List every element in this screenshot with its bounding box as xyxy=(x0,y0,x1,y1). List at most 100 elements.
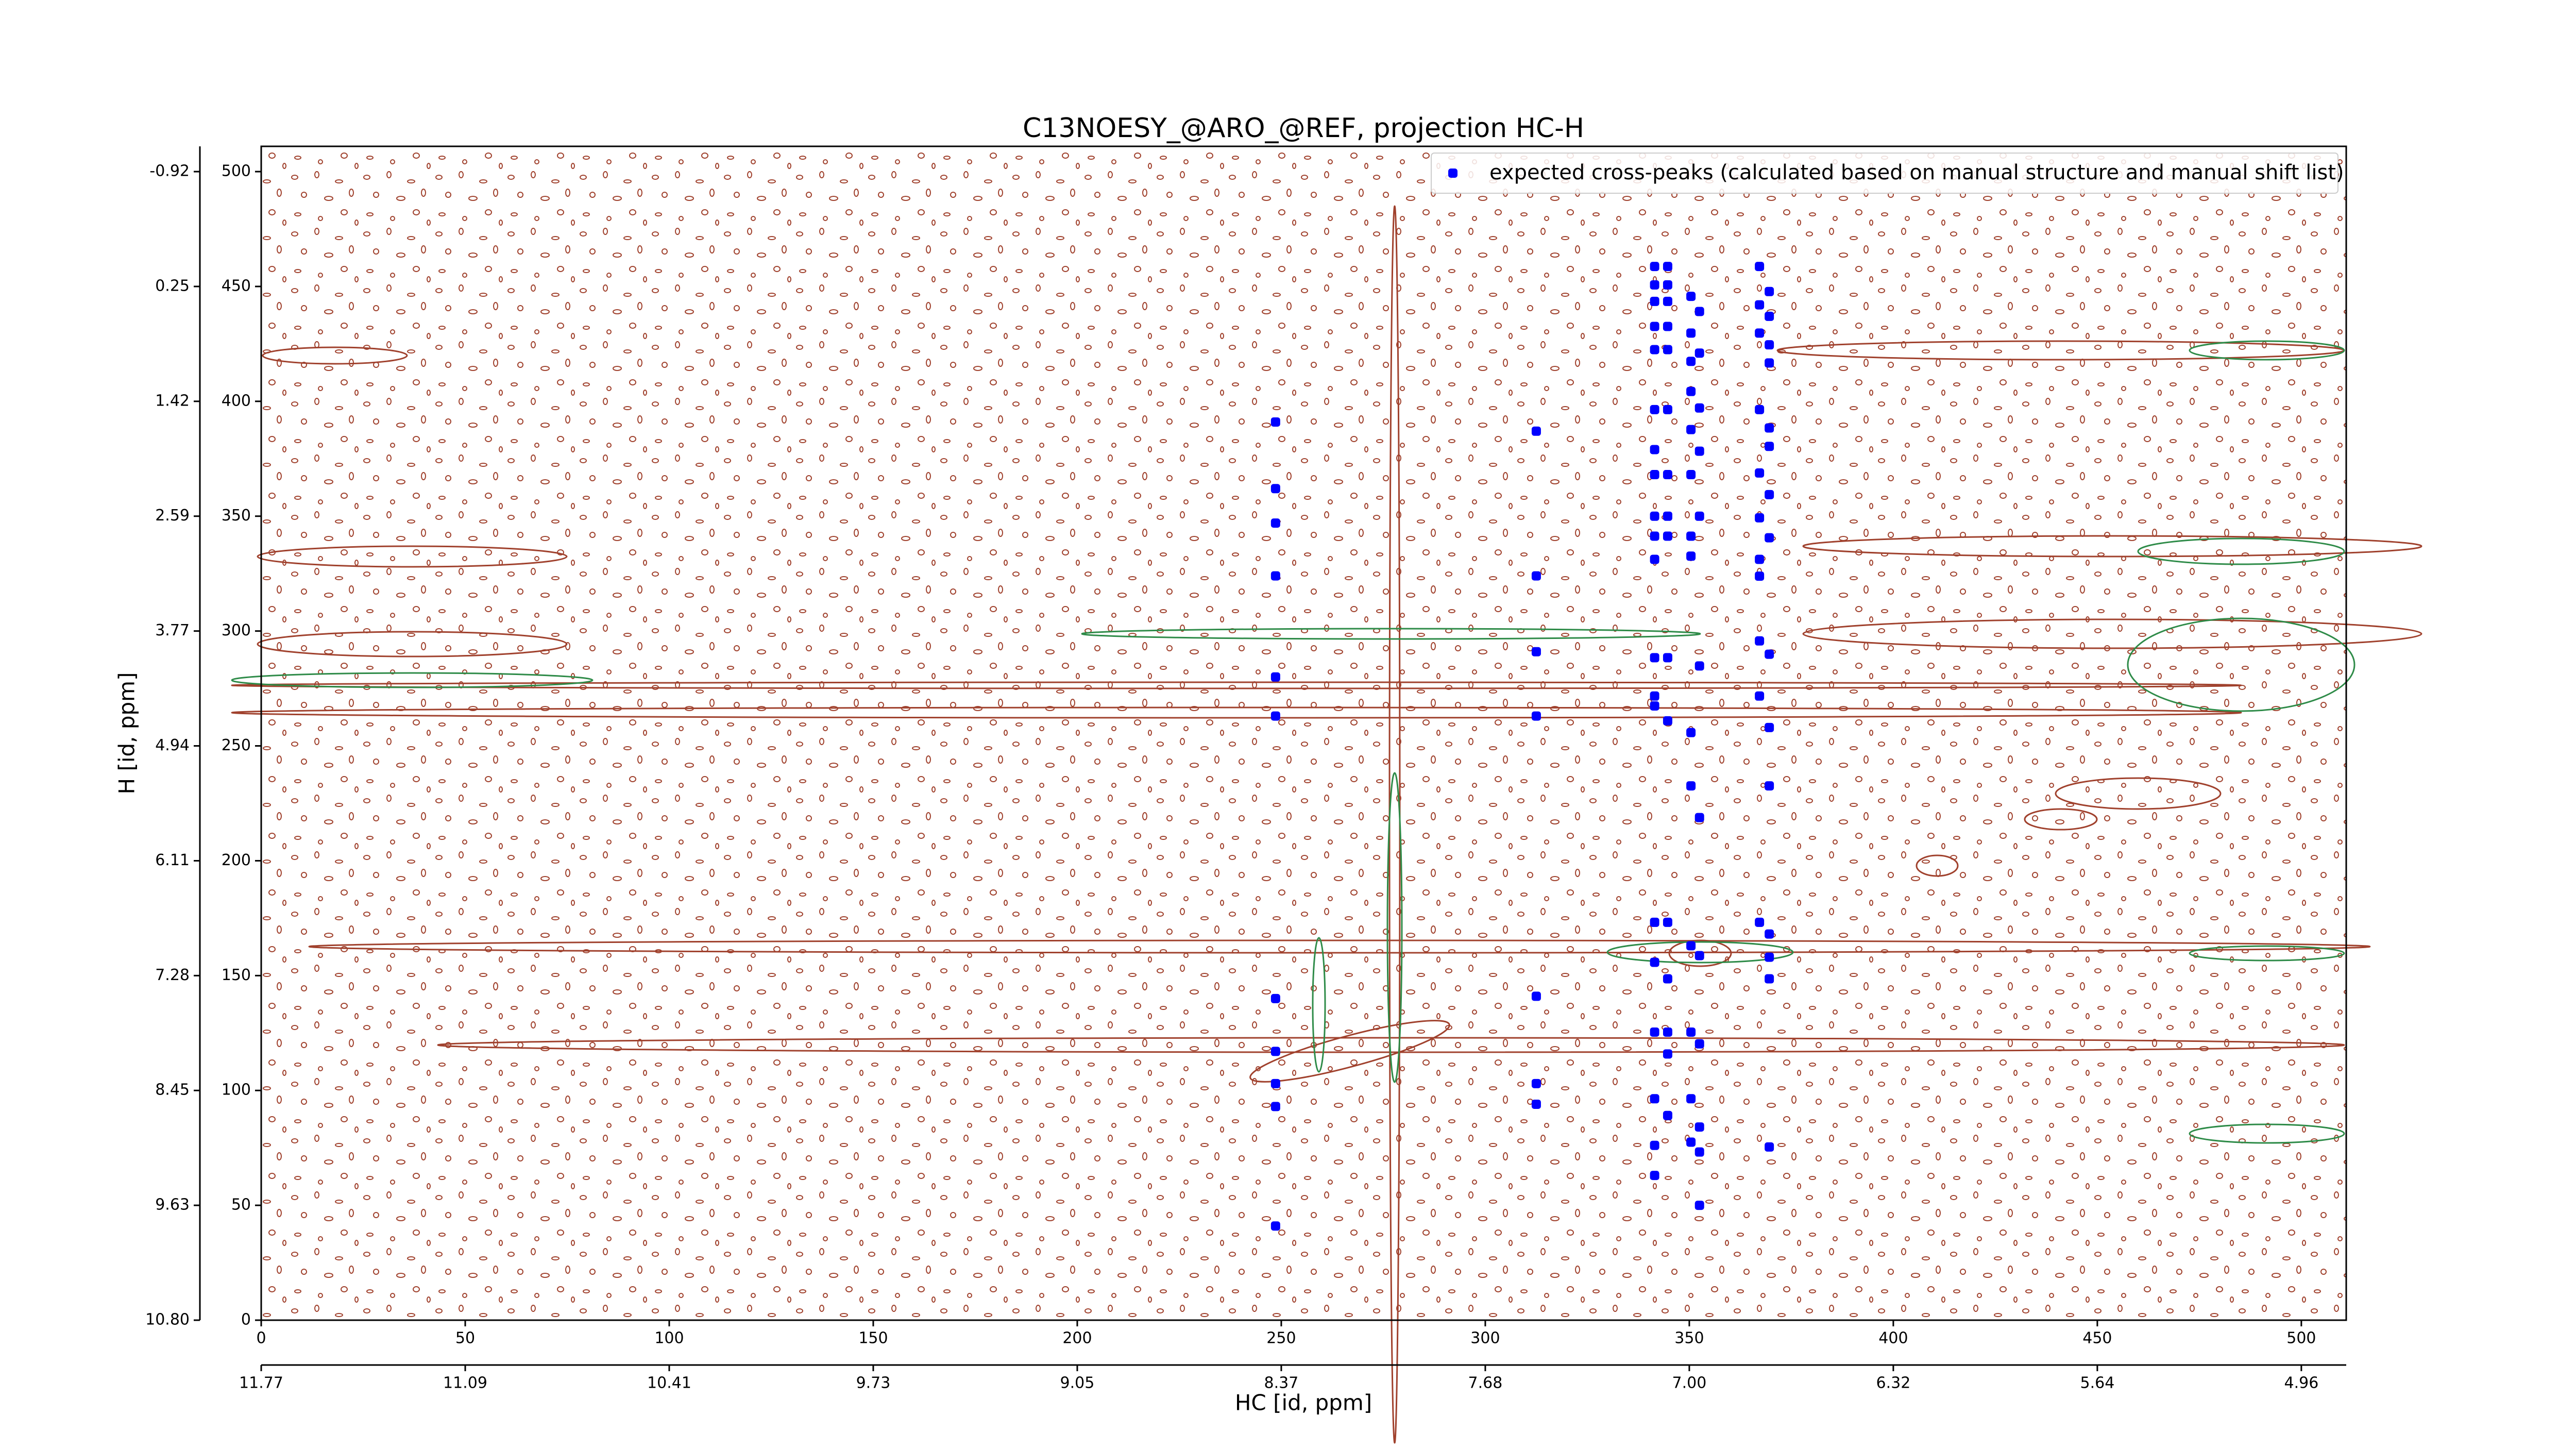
y-tick-label: 250 xyxy=(222,736,251,754)
x-tick-label: 50 xyxy=(455,1329,475,1347)
cross-peak-marker xyxy=(1270,417,1280,427)
cross-peak-marker xyxy=(1650,1027,1659,1037)
cross-peak-marker xyxy=(1755,300,1765,310)
y2-tick-label: 4.94 xyxy=(155,736,190,754)
cross-peak-marker xyxy=(1694,813,1704,822)
legend-label: expected cross-peaks (calculated based o… xyxy=(1489,161,2344,184)
cross-peak-marker xyxy=(1765,929,1774,939)
y-tick-label: 400 xyxy=(222,392,251,410)
cross-peak-marker xyxy=(1765,340,1774,350)
x2-tick-label: 9.05 xyxy=(1060,1374,1095,1392)
cross-peak-marker xyxy=(1663,974,1672,984)
cross-peak-marker xyxy=(1270,672,1280,682)
cross-peak-marker xyxy=(1765,649,1774,659)
cross-peak-marker xyxy=(1531,647,1541,656)
cross-peak-marker xyxy=(1694,1122,1704,1132)
cross-peak-marker xyxy=(1686,425,1696,434)
y-tick-label: 100 xyxy=(222,1081,251,1099)
cross-peak-marker xyxy=(1650,262,1659,272)
cross-peak-marker xyxy=(1663,653,1672,663)
cross-peak-marker xyxy=(1686,470,1696,480)
cross-peak-marker xyxy=(1531,1079,1541,1088)
cross-peak-marker xyxy=(1663,1110,1672,1120)
cross-peak-marker xyxy=(1765,781,1774,791)
x2-tick-label: 9.73 xyxy=(856,1374,891,1392)
cross-peak-marker xyxy=(1755,262,1765,272)
cross-peak-marker xyxy=(1755,636,1765,646)
cross-peak-marker xyxy=(1531,711,1541,721)
x2-tick-label: 11.09 xyxy=(443,1374,487,1392)
cross-peak-marker xyxy=(1270,484,1280,494)
y2-tick-label: 3.77 xyxy=(155,621,190,639)
y2-tick-label: 0.25 xyxy=(155,277,190,295)
cross-peak-marker xyxy=(1270,1221,1280,1231)
cross-peak-marker xyxy=(1663,1049,1672,1059)
y2-tick-label: 8.45 xyxy=(155,1081,190,1099)
y2-tick-label: 10.80 xyxy=(145,1311,190,1329)
y2-tick-label: 6.11 xyxy=(155,851,190,869)
x-tick-label: 500 xyxy=(2286,1329,2316,1347)
cross-peak-marker xyxy=(1650,1171,1659,1181)
cross-peak-marker xyxy=(1531,1099,1541,1109)
cross-peak-marker xyxy=(1694,403,1704,413)
y-tick-label: 350 xyxy=(222,507,251,525)
cross-peak-marker xyxy=(1686,1094,1696,1104)
cross-peak-marker xyxy=(1686,292,1696,301)
cross-peak-marker xyxy=(1650,1094,1659,1104)
cross-peak-marker xyxy=(1686,386,1696,396)
cross-peak-marker xyxy=(1663,405,1672,414)
cross-peak-marker xyxy=(1755,468,1765,478)
x2-tick-label: 8.37 xyxy=(1264,1374,1299,1392)
cross-peak-marker xyxy=(1650,296,1659,306)
cross-peak-marker xyxy=(1694,661,1704,671)
cross-peak-marker xyxy=(1650,405,1659,414)
cross-peak-marker xyxy=(1663,917,1672,927)
cross-peak-marker xyxy=(1765,722,1774,732)
y-tick-label: 450 xyxy=(222,277,251,295)
cross-peak-marker xyxy=(1270,518,1280,528)
cross-peak-marker xyxy=(1650,653,1659,663)
cross-peak-marker xyxy=(1755,917,1765,927)
x2-tick-label: 7.00 xyxy=(1672,1374,1707,1392)
x-tick-label: 250 xyxy=(1266,1329,1296,1347)
y-axis-label: H [id, ppm] xyxy=(114,672,140,795)
cross-peak-marker xyxy=(1755,405,1765,414)
cross-peak-marker xyxy=(1650,280,1659,290)
cross-peak-marker xyxy=(1270,571,1280,581)
cross-peak-marker xyxy=(1270,711,1280,721)
plot-frame xyxy=(260,145,2347,1321)
x-tick-label: 0 xyxy=(256,1329,266,1347)
cross-peak-marker xyxy=(1663,345,1672,355)
cross-peak-marker xyxy=(1765,423,1774,433)
y-tick-label: 0 xyxy=(241,1311,251,1329)
cross-peak-marker xyxy=(1663,511,1672,521)
y2-tick-label: -0.92 xyxy=(149,162,190,180)
contour-bands xyxy=(231,205,2422,1444)
x2-tick-label: 10.41 xyxy=(647,1374,691,1392)
cross-peak-marker xyxy=(1650,917,1659,927)
cross-peak-marker xyxy=(1663,716,1672,726)
x2-tick-label: 11.77 xyxy=(239,1374,283,1392)
cross-peak-marker xyxy=(1765,442,1774,451)
y-tick-label: 300 xyxy=(222,621,251,639)
cross-peak-marker xyxy=(1694,348,1704,358)
cross-peak-marker xyxy=(1765,533,1774,543)
cross-peak-marker xyxy=(1650,445,1659,454)
cross-peak-marker xyxy=(1686,728,1696,737)
x2-tick-label: 6.32 xyxy=(1876,1374,1911,1392)
cross-peak-marker xyxy=(1694,951,1704,961)
cross-peak-marker xyxy=(1686,941,1696,951)
cross-peak-marker xyxy=(1694,1147,1704,1157)
cross-peak-marker xyxy=(1765,311,1774,321)
cross-peak-marker xyxy=(1650,511,1659,521)
cross-peak-marker xyxy=(1686,781,1696,791)
x2-tick-label: 4.96 xyxy=(2284,1374,2318,1392)
y-tick-label: 150 xyxy=(222,966,251,984)
cross-peak-marker xyxy=(1686,1137,1696,1147)
x-tick-label: 300 xyxy=(1470,1329,1500,1347)
x-tick-label: 100 xyxy=(654,1329,684,1347)
cross-peak-marker xyxy=(1650,345,1659,355)
legend-marker xyxy=(1448,169,1458,178)
y2-tick-label: 9.63 xyxy=(155,1196,190,1214)
